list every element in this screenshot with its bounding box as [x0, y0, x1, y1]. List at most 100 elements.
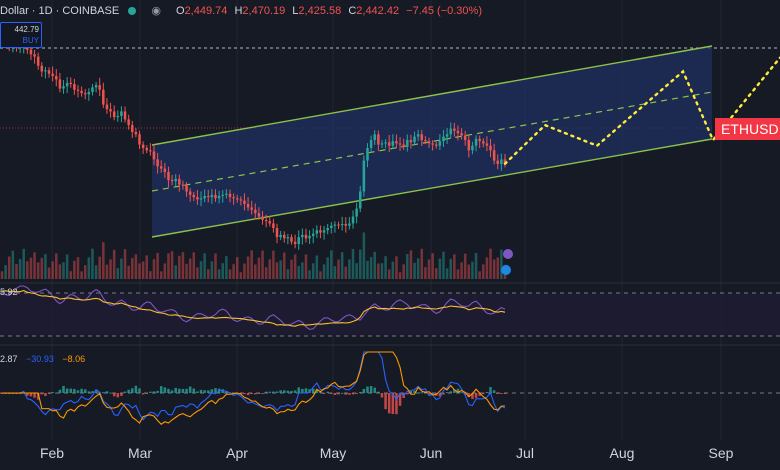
macd-histogram-bar: [239, 393, 243, 395]
macd-histogram-bar: [181, 388, 185, 393]
macd-histogram-bar: [196, 391, 199, 393]
volume-bar: [261, 250, 264, 279]
volume-bar: [83, 265, 87, 279]
volume-bar: [257, 257, 261, 279]
macd-histogram-bar: [152, 391, 156, 393]
macd-histogram-bar: [471, 393, 474, 399]
low-label: L: [292, 5, 299, 17]
candle: [279, 234, 282, 238]
macd-histogram-bar: [442, 393, 445, 395]
macd-histogram-bar: [167, 388, 170, 393]
x-tick-sep: Sep: [708, 445, 734, 461]
candle: [340, 224, 344, 226]
macd-histogram-bar: [380, 393, 384, 398]
volume-bar: [402, 264, 405, 279]
volume-bar: [207, 269, 210, 279]
macd-histogram-bar: [420, 392, 424, 394]
eye-icon[interactable]: ◉: [151, 5, 161, 17]
macd-histogram-bar: [373, 387, 376, 393]
macd-histogram-bar: [344, 393, 348, 395]
macd-histogram-bar: [362, 388, 366, 393]
volume-bar: [7, 256, 11, 279]
volume-bar: [373, 251, 376, 279]
candle: [138, 134, 141, 145]
volume-bar: [250, 250, 253, 279]
macd-histogram-bar: [170, 390, 174, 393]
candle: [105, 104, 109, 110]
volume-bar: [387, 269, 391, 279]
candle: [413, 136, 416, 143]
volume-bar: [149, 271, 152, 279]
candle: [344, 224, 348, 226]
macd-histogram-bar: [283, 390, 286, 393]
candle: [131, 125, 134, 132]
macd-histogram-bar: [467, 393, 471, 397]
x-tick-jun: Jun: [419, 445, 443, 461]
candle: [141, 144, 145, 148]
candle: [185, 185, 188, 192]
volume-bar: [73, 260, 76, 279]
volume-bar: [185, 263, 188, 279]
candle: [76, 89, 80, 91]
volume-bar: [112, 249, 116, 279]
rsi-value: 5.92: [0, 287, 18, 297]
volume-bar: [29, 257, 33, 279]
volume-bar: [156, 253, 159, 279]
volume-bar: [297, 266, 300, 279]
low-value: 2,425.58: [298, 5, 342, 17]
macd-histogram-bar: [112, 393, 116, 397]
candle: [51, 73, 54, 76]
volume-bar: [377, 263, 380, 279]
volume-bar: [290, 259, 293, 279]
candle: [264, 220, 268, 222]
candle: [485, 143, 489, 146]
candle: [228, 193, 232, 198]
macd-histogram-bar: [109, 392, 112, 394]
candle: [445, 134, 449, 137]
high-label: H: [234, 5, 243, 17]
candle: [167, 172, 170, 180]
candle: [377, 134, 380, 145]
volume-bar: [456, 269, 460, 279]
candle: [315, 230, 319, 234]
volume-bar: [214, 253, 217, 279]
channel-fill: [152, 46, 712, 237]
buy-price: 442.79: [14, 25, 39, 34]
macd-histogram-bar: [355, 393, 358, 394]
volume-bar: [152, 259, 156, 279]
candle: [333, 224, 337, 226]
macd-histogram-bar: [351, 393, 355, 395]
candle: [40, 65, 44, 72]
candle: [188, 191, 192, 195]
candle: [69, 82, 73, 84]
volume-bar: [478, 271, 481, 279]
channel-lower-line: [151, 138, 713, 238]
volume-bar: [337, 259, 340, 279]
macd-histogram-bar: [445, 392, 449, 394]
candle: [232, 197, 235, 199]
volume-bar: [127, 265, 130, 279]
candle: [123, 111, 127, 120]
volume-bar: [33, 252, 36, 279]
volume-bar: [340, 252, 344, 279]
macd-histogram-bar: [199, 389, 203, 393]
candle: [235, 198, 239, 200]
macd-value-1: 2.87: [0, 354, 18, 364]
candle: [221, 194, 224, 196]
macd-histogram-bar: [62, 385, 65, 393]
volume-bar: [460, 262, 463, 279]
candle: [474, 138, 478, 146]
volume-bar: [116, 268, 120, 279]
macd-histogram-bar: [47, 393, 51, 394]
symbol-legend: Dollar · 1D · COINBASE ◉ O2,449.74 H2,47…: [0, 4, 482, 17]
macd-histogram-bar: [478, 393, 481, 396]
candle: [471, 145, 474, 151]
buy-button[interactable]: 442.79 BUY: [0, 22, 42, 48]
channel-mid-line: [151, 91, 713, 192]
macd-histogram-bar: [178, 388, 181, 393]
channel-upper-line: [151, 45, 713, 146]
volume-bar: [413, 262, 416, 279]
candle: [243, 200, 246, 204]
volume-bar: [123, 249, 127, 279]
